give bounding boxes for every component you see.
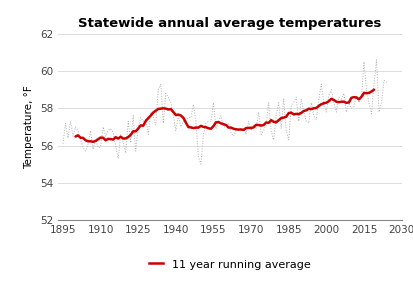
Y-axis label: Temperature, °F: Temperature, °F <box>24 85 34 169</box>
Title: Statewide annual average temperatures: Statewide annual average temperatures <box>78 17 380 30</box>
Legend: 11 year running average: 11 year running average <box>145 255 314 274</box>
